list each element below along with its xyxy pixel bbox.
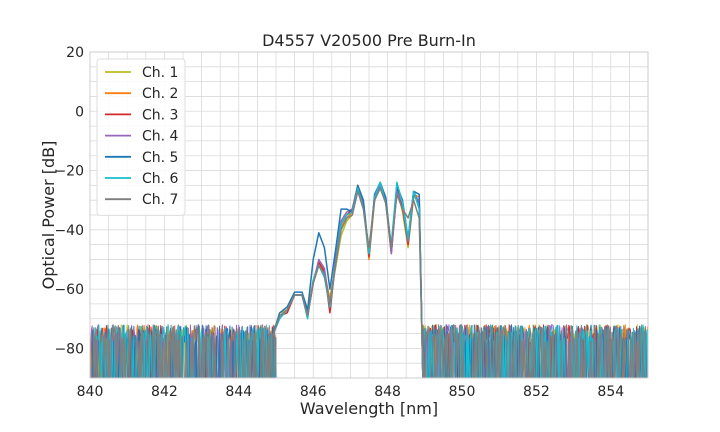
y-tick-label: 0 [75, 104, 84, 120]
x-tick-label: 840 [77, 384, 104, 400]
series-line [271, 187, 424, 379]
y-tick-label: −40 [54, 223, 84, 239]
legend-label: Ch. 1 [142, 65, 178, 81]
plot-frame [89, 51, 649, 379]
x-axis-label: Wavelength [nm] [300, 399, 438, 418]
y-axis-label: Optical Power [dB] [39, 141, 58, 290]
legend-label: Ch. 2 [142, 86, 178, 102]
y-tick-label: −60 [54, 282, 84, 298]
legend: Ch. 1 Ch. 2 Ch. 3 Ch. 4 Ch. 5 Ch. 6 Ch. 7 [96, 58, 186, 216]
legend-label: Ch. 5 [142, 150, 178, 166]
x-tick-label: 842 [151, 384, 178, 400]
y-tick-label: −20 [54, 164, 84, 180]
x-tick-label: 846 [300, 384, 327, 400]
legend-label: Ch. 7 [142, 192, 178, 208]
y-tick-label: −80 [54, 341, 84, 357]
chart-title: D4557 V20500 Pre Burn-In [262, 31, 476, 50]
x-tick-label: 844 [225, 384, 252, 400]
x-tick-label: 850 [449, 384, 476, 400]
legend-label: Ch. 4 [142, 129, 179, 145]
legend-box [96, 58, 186, 216]
x-tick-label: 854 [597, 384, 624, 400]
legend-label: Ch. 3 [142, 107, 178, 123]
x-tick-label: 852 [523, 384, 550, 400]
y-tick-label: 20 [66, 45, 84, 61]
tick-labels: 840 842 844 846 848 850 852 854 −80 −60 −40 −20 0 20 [54, 45, 624, 400]
legend-label: Ch. 6 [142, 171, 179, 187]
x-tick-label: 848 [374, 384, 401, 400]
series-lines [89, 51, 649, 379]
